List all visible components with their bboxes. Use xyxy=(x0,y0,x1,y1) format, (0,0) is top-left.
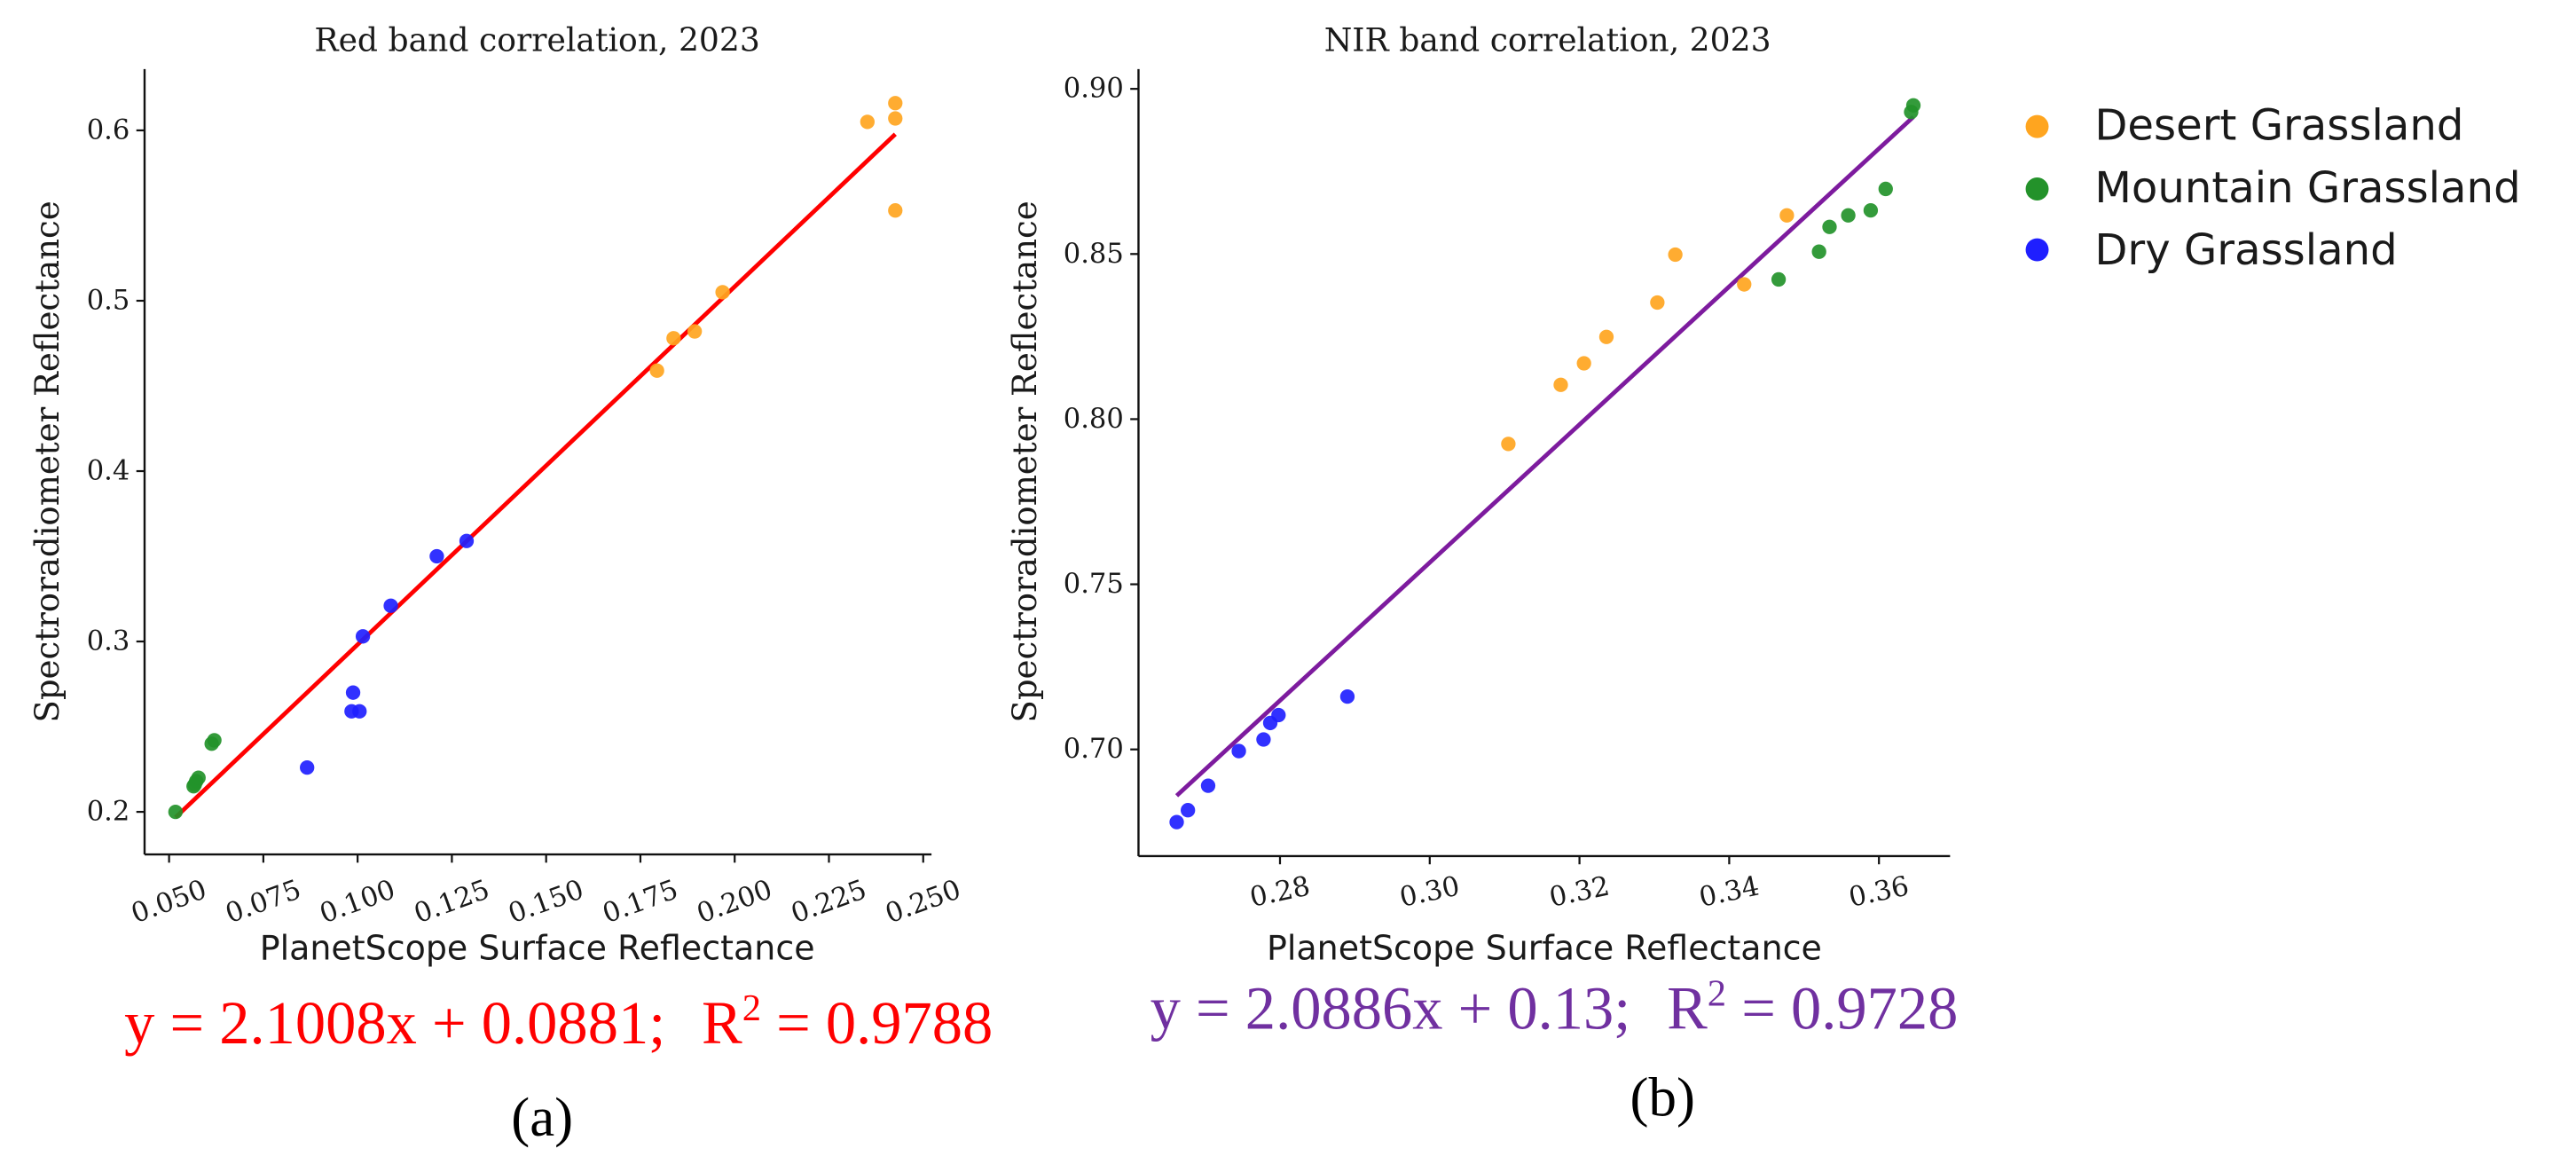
y-tick-label: 0.90 xyxy=(1064,74,1124,105)
data-point-desert-grassland xyxy=(888,111,903,126)
data-point-desert-grassland xyxy=(687,324,703,339)
equation-text: y = 2.0886x + 0.13; xyxy=(1151,974,1631,1042)
equation-text: y = 2.1008x + 0.0881; xyxy=(124,989,665,1057)
data-point-mountain-grassland xyxy=(1904,105,1919,120)
y-tick-label: 0.5 xyxy=(87,285,130,316)
data-point-dry-grassland xyxy=(383,598,398,613)
panel-label: (a) xyxy=(511,1086,573,1148)
r-symbol: R xyxy=(1667,974,1708,1042)
r-exponent: 2 xyxy=(742,987,761,1029)
r-exponent: 2 xyxy=(1708,972,1726,1014)
data-point-desert-grassland xyxy=(1650,295,1665,311)
data-point-dry-grassland xyxy=(1200,778,1216,793)
y-tick-label: 0.70 xyxy=(1064,734,1124,765)
legend-marker-dry-grassland xyxy=(2025,238,2049,262)
data-point-dry-grassland xyxy=(1169,814,1184,830)
series-dry-grassland xyxy=(1169,688,1355,830)
data-point-desert-grassland xyxy=(1501,436,1516,452)
series-desert-grassland xyxy=(649,96,903,378)
data-point-mountain-grassland xyxy=(1771,271,1787,287)
data-point-mountain-grassland xyxy=(191,770,206,785)
data-point-mountain-grassland xyxy=(207,733,222,748)
data-point-desert-grassland xyxy=(1576,356,1591,371)
regression-equation: y = 2.0886x + 0.13; R2 = 0.9728 xyxy=(1151,972,1959,1042)
x-axis-label: PlanetScope Surface Reflectance xyxy=(1267,929,1822,968)
data-point-desert-grassland xyxy=(715,285,730,300)
data-point-dry-grassland xyxy=(352,704,367,719)
r-squared-value: = 0.9728 xyxy=(1726,974,1958,1042)
legend: Desert Grassland Mountain Grassland Dry … xyxy=(2025,100,2521,275)
data-point-dry-grassland xyxy=(1181,803,1196,818)
r-squared-value: = 0.9788 xyxy=(761,989,993,1057)
data-point-desert-grassland xyxy=(1737,277,1752,292)
data-point-dry-grassland xyxy=(345,685,361,700)
data-point-desert-grassland xyxy=(1668,247,1683,263)
regression-line xyxy=(174,132,897,820)
data-point-desert-grassland xyxy=(666,331,681,346)
panel-label: (b) xyxy=(1630,1066,1695,1129)
data-point-desert-grassland xyxy=(1553,377,1568,392)
series-mountain-grassland xyxy=(1771,98,1921,287)
legend-entry: Dry Grassland xyxy=(2025,225,2398,275)
regression-line xyxy=(1174,115,1915,798)
legend-marker-desert-grassland xyxy=(2025,114,2049,138)
y-tick-label: 0.85 xyxy=(1064,239,1124,270)
legend-label: Mountain Grassland xyxy=(2094,163,2520,213)
data-point-mountain-grassland xyxy=(1863,203,1879,218)
data-point-dry-grassland xyxy=(300,760,315,775)
y-tick-label: 0.80 xyxy=(1064,404,1124,435)
legend-entry: Desert Grassland xyxy=(2025,100,2463,150)
data-point-desert-grassland xyxy=(860,114,875,130)
regression-equation: y = 2.1008x + 0.0881; R2 = 0.9788 xyxy=(124,987,993,1057)
y-tick-label: 0.3 xyxy=(87,626,130,657)
legend-label: Desert Grassland xyxy=(2094,100,2463,150)
legend-label: Dry Grassland xyxy=(2094,225,2397,275)
data-point-dry-grassland xyxy=(355,629,371,644)
data-point-desert-grassland xyxy=(888,203,903,218)
legend-entry: Mountain Grassland xyxy=(2025,163,2521,213)
data-point-desert-grassland xyxy=(1598,329,1614,344)
y-tick-label: 0.6 xyxy=(87,114,130,146)
y-axis-label: Spectroradiometer Reflectance xyxy=(1006,201,1044,722)
data-point-mountain-grassland xyxy=(1822,219,1837,234)
data-point-dry-grassland xyxy=(459,533,475,548)
data-point-dry-grassland xyxy=(1231,743,1246,759)
data-point-dry-grassland xyxy=(429,548,444,564)
data-point-desert-grassland xyxy=(649,363,664,378)
x-axis-label: PlanetScope Surface Reflectance xyxy=(260,929,815,968)
chart-title: Red band correlation, 2023 xyxy=(314,20,759,59)
y-axis-label: Spectroradiometer Reflectance xyxy=(28,201,67,722)
y-tick-label: 0.4 xyxy=(87,456,130,487)
data-point-desert-grassland xyxy=(888,96,903,111)
data-point-dry-grassland xyxy=(1339,688,1355,704)
y-tick-label: 0.75 xyxy=(1064,569,1124,600)
data-point-dry-grassland xyxy=(1271,707,1286,723)
data-point-mountain-grassland xyxy=(1841,208,1856,223)
data-point-dry-grassland xyxy=(1256,732,1271,747)
series-desert-grassland xyxy=(1501,208,1795,452)
data-point-mountain-grassland xyxy=(1811,244,1826,259)
data-point-desert-grassland xyxy=(1779,208,1795,223)
chart-title: NIR band correlation, 2023 xyxy=(1324,20,1771,59)
r-symbol: R xyxy=(702,989,742,1057)
legend-marker-mountain-grassland xyxy=(2025,177,2049,201)
y-tick-label: 0.2 xyxy=(87,797,130,828)
series-mountain-grassland xyxy=(168,733,222,820)
data-point-mountain-grassland xyxy=(1878,181,1893,197)
data-point-mountain-grassland xyxy=(168,804,183,820)
series-dry-grassland xyxy=(300,533,475,775)
